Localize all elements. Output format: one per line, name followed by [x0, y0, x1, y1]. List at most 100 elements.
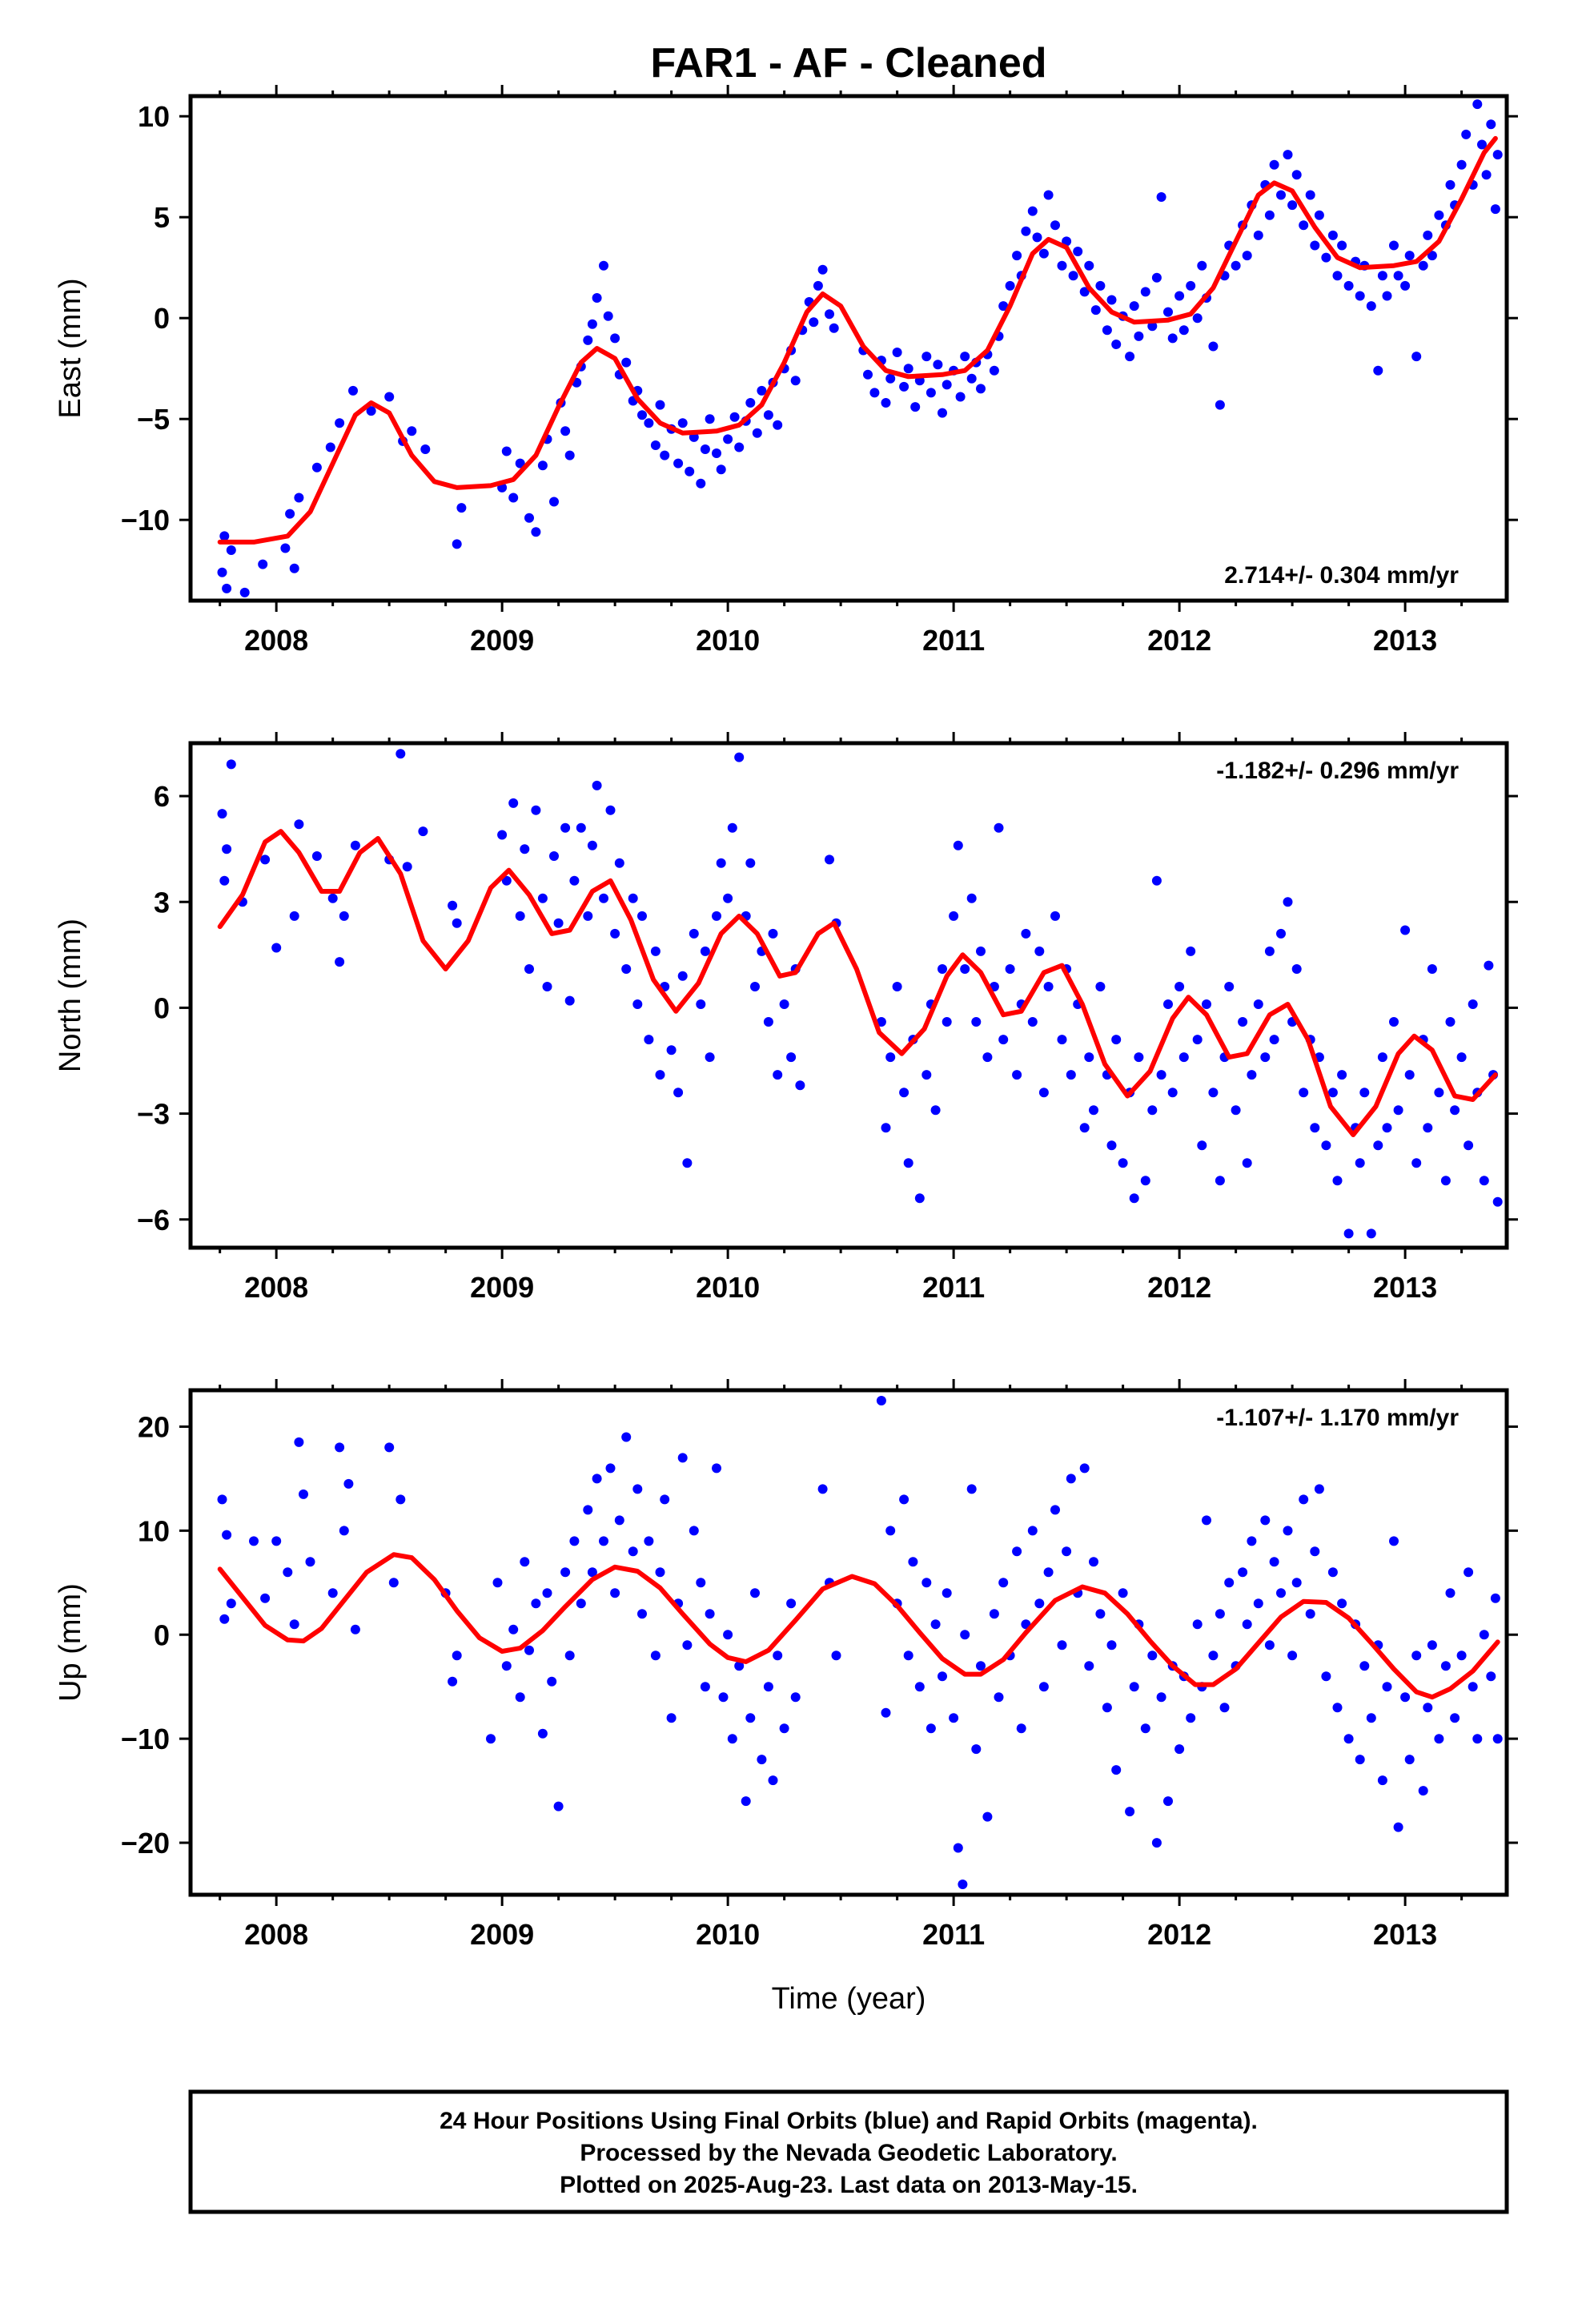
data-point — [750, 982, 760, 991]
data-point — [998, 1035, 1009, 1045]
data-point — [280, 543, 291, 553]
data-point — [705, 1052, 715, 1063]
data-point — [1066, 1070, 1076, 1080]
data-point — [817, 1484, 828, 1494]
data-point — [219, 875, 230, 886]
fit-curve — [217, 829, 1498, 1137]
data-point — [1264, 1640, 1275, 1651]
plot-area — [217, 1396, 1503, 1889]
data-point — [903, 1158, 913, 1168]
data-point — [700, 1682, 710, 1692]
data-point — [1332, 1703, 1343, 1713]
data-point — [226, 545, 236, 555]
data-point — [899, 1494, 909, 1505]
data-point — [655, 400, 665, 410]
data-point — [1314, 210, 1324, 220]
data-point — [260, 854, 271, 865]
plot-frame — [188, 741, 1509, 1250]
data-point — [1479, 1630, 1489, 1640]
data-point — [1486, 1671, 1496, 1682]
data-point — [1202, 999, 1211, 1009]
data-point — [1186, 280, 1196, 291]
data-point — [1106, 1640, 1117, 1651]
data-point — [1337, 1598, 1347, 1609]
data-point — [885, 1526, 896, 1536]
data-point — [339, 1526, 349, 1536]
data-point — [599, 893, 608, 903]
data-point — [1208, 1088, 1219, 1098]
data-point — [583, 1505, 593, 1515]
data-point — [1464, 1140, 1474, 1151]
data-point — [1238, 1017, 1248, 1027]
data-point — [1276, 928, 1286, 939]
data-point — [1445, 1017, 1456, 1027]
fit-curve — [217, 1552, 1500, 1700]
data-point — [752, 428, 762, 438]
y-tick-label: −10 — [121, 1723, 170, 1755]
data-point — [418, 826, 428, 837]
data-point — [1106, 295, 1117, 305]
data-point — [1464, 1567, 1474, 1578]
data-point — [1481, 170, 1492, 180]
plot-area — [217, 99, 1503, 597]
x-tick-label: 2010 — [696, 624, 760, 657]
data-point — [610, 1588, 620, 1598]
x-tick-label: 2010 — [696, 1271, 760, 1304]
data-point — [294, 493, 304, 503]
data-point — [650, 1651, 661, 1661]
data-point — [226, 1598, 236, 1609]
x-tick-label: 2008 — [244, 1271, 308, 1304]
data-point — [982, 1811, 993, 1822]
data-point — [1393, 1105, 1403, 1116]
data-point — [1264, 946, 1275, 956]
data-point — [294, 1437, 304, 1447]
data-point — [1084, 1052, 1094, 1063]
data-point — [926, 388, 936, 398]
data-point — [813, 280, 823, 291]
data-point — [723, 893, 733, 903]
data-point — [1291, 1578, 1302, 1588]
data-point — [407, 426, 417, 436]
data-point — [1366, 1228, 1376, 1239]
data-point — [817, 264, 828, 275]
data-point — [258, 559, 268, 569]
data-point — [689, 1526, 699, 1536]
data-point — [549, 851, 559, 861]
data-point — [899, 1088, 909, 1098]
data-point — [1163, 999, 1173, 1009]
velocity-label: 2.714+/- 0.304 mm/yr — [1224, 562, 1459, 589]
data-point — [537, 1728, 548, 1739]
data-point — [1359, 1661, 1370, 1671]
data-point — [876, 1017, 886, 1027]
data-point — [1224, 982, 1235, 991]
data-point — [1140, 287, 1150, 297]
data-point — [524, 513, 534, 523]
data-point — [217, 567, 227, 577]
data-point — [1450, 1105, 1460, 1116]
data-point — [587, 840, 597, 850]
data-point — [1021, 928, 1031, 939]
data-point — [666, 1045, 677, 1055]
data-point — [1129, 301, 1139, 312]
data-point — [660, 1494, 670, 1505]
data-point — [531, 805, 541, 815]
x-tick-label: 2013 — [1373, 624, 1437, 657]
data-point — [1095, 1609, 1106, 1619]
east-panel: 2008 2009 2010 2011 2012 2013 −10 −5 0 5 10 East (m… — [54, 85, 1518, 657]
data-point — [790, 1692, 801, 1703]
data-point — [1215, 1176, 1225, 1186]
data-point — [1038, 1088, 1049, 1098]
plot-frame — [188, 94, 1509, 603]
data-point — [1151, 1838, 1162, 1848]
data-point — [1247, 1536, 1257, 1546]
data-point — [1118, 1158, 1128, 1168]
data-point — [1197, 260, 1207, 271]
data-point — [1389, 1017, 1399, 1027]
data-point — [914, 1193, 925, 1204]
data-point — [1310, 240, 1320, 251]
data-point — [343, 1478, 354, 1489]
data-point — [1084, 260, 1094, 271]
data-point — [271, 943, 282, 953]
data-point — [1027, 1526, 1038, 1536]
data-point — [892, 348, 902, 357]
